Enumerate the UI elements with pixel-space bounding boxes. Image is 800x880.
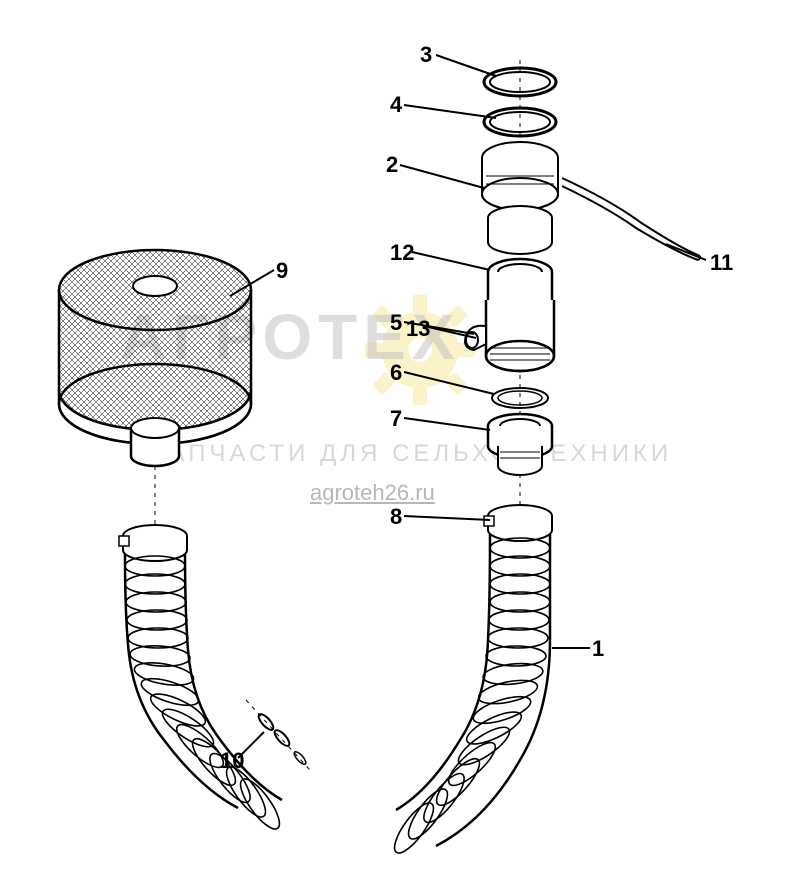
callout-1: 1 (592, 636, 604, 662)
callout-4: 4 (390, 92, 402, 118)
part-clamp-8 (484, 505, 552, 541)
part-filter-9 (59, 250, 251, 466)
technical-diagram (0, 0, 800, 880)
callout-3: 3 (420, 42, 432, 68)
callout-5: 5 (390, 310, 402, 336)
callout-2: 2 (386, 152, 398, 178)
part-fitting-7 (488, 414, 552, 475)
callout-9: 9 (276, 258, 288, 284)
part-chain-11 (562, 178, 700, 260)
part-cap-2 (482, 142, 558, 210)
callout-10: 10 (220, 748, 244, 774)
part-ring-4 (484, 108, 556, 136)
callout-13: 13 (406, 316, 430, 342)
part-hose-1 (388, 534, 550, 858)
part-ring-6 (492, 388, 548, 408)
callout-8: 8 (390, 504, 402, 530)
leader-lines (230, 55, 706, 758)
callout-11: 11 (710, 250, 733, 276)
diagram-canvas: АГРОТЕХ ЗАПЧАСТИ ДЛЯ СЕЛЬХОЗТЕХНИКИ agro… (0, 0, 800, 880)
part-clip-10 (246, 700, 310, 770)
part-hose-left (125, 554, 286, 834)
part-valve-5 (465, 300, 554, 371)
part-sleeve (488, 206, 552, 254)
callout-6: 6 (390, 360, 402, 386)
callout-7: 7 (390, 406, 402, 432)
callout-12: 12 (390, 240, 414, 266)
